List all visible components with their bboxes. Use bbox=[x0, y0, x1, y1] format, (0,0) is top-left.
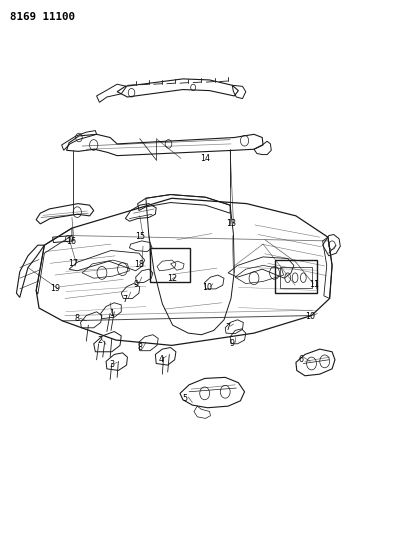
Text: 8: 8 bbox=[75, 314, 80, 323]
Text: 15: 15 bbox=[135, 232, 145, 241]
Text: 8: 8 bbox=[137, 343, 142, 352]
Text: 8169 11100: 8169 11100 bbox=[10, 12, 75, 22]
Text: 10: 10 bbox=[305, 312, 315, 321]
Text: 16: 16 bbox=[66, 238, 76, 246]
Text: 5: 5 bbox=[182, 394, 187, 403]
Text: 7: 7 bbox=[226, 323, 231, 332]
Text: 6: 6 bbox=[298, 355, 303, 364]
Text: 3: 3 bbox=[109, 360, 114, 369]
Text: 17: 17 bbox=[68, 259, 78, 268]
Text: 7: 7 bbox=[123, 295, 128, 304]
Text: 4: 4 bbox=[159, 355, 164, 364]
Text: 1: 1 bbox=[109, 309, 114, 318]
Text: 11: 11 bbox=[309, 280, 319, 289]
Text: 10: 10 bbox=[203, 284, 212, 292]
Text: 12: 12 bbox=[167, 274, 177, 282]
Text: 19: 19 bbox=[51, 285, 60, 293]
Text: 18: 18 bbox=[134, 261, 144, 269]
Text: 9: 9 bbox=[133, 280, 138, 289]
Text: 2: 2 bbox=[97, 336, 102, 344]
Text: 9: 9 bbox=[230, 339, 235, 348]
Text: 14: 14 bbox=[200, 154, 210, 163]
Text: 13: 13 bbox=[226, 220, 236, 228]
